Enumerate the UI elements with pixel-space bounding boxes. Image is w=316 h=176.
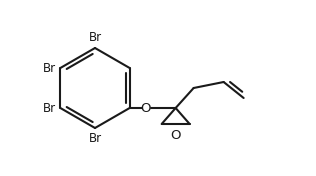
Text: O: O bbox=[170, 129, 181, 142]
Text: Br: Br bbox=[43, 102, 56, 115]
Text: Br: Br bbox=[43, 61, 56, 74]
Text: Br: Br bbox=[88, 31, 101, 44]
Text: O: O bbox=[140, 102, 151, 115]
Text: Br: Br bbox=[88, 132, 101, 145]
